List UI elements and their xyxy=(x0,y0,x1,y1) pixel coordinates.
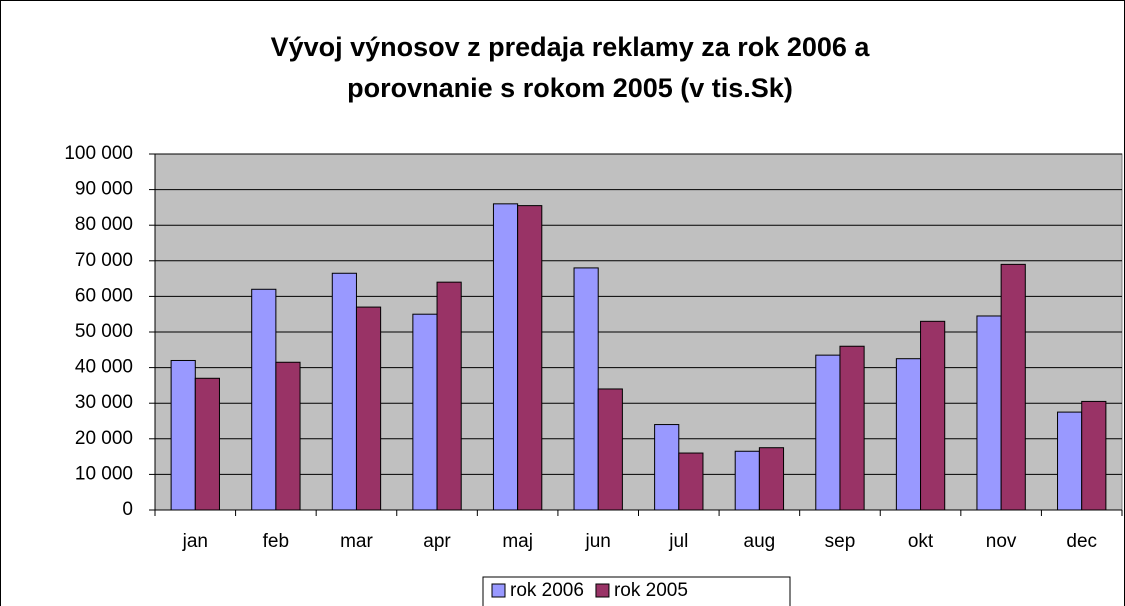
x-tick-label: sep xyxy=(825,531,856,552)
bar xyxy=(194,377,220,511)
bar xyxy=(920,320,946,511)
bar xyxy=(1057,411,1083,511)
x-tick-label: okt xyxy=(908,531,934,552)
chart-title: Vývoj výnosov z predaja reklamy za rok 2… xyxy=(271,32,871,62)
bar xyxy=(331,272,357,511)
y-tick-label: 70 000 xyxy=(75,250,133,271)
legend-box xyxy=(482,576,791,606)
bar xyxy=(517,205,543,511)
legend-label: rok 2006 xyxy=(510,580,584,601)
bar xyxy=(976,315,1002,511)
x-tick-label: jul xyxy=(668,531,688,552)
y-tick-label: 90 000 xyxy=(75,179,133,200)
bar xyxy=(492,203,519,511)
x-tick-label: jun xyxy=(585,531,611,552)
bar xyxy=(436,281,462,511)
y-tick-label: 60 000 xyxy=(75,285,133,306)
legend-swatch xyxy=(595,583,610,598)
bar xyxy=(815,354,841,511)
bar xyxy=(654,424,680,511)
y-tick-label: 30 000 xyxy=(75,392,133,413)
y-tick-label: 0 xyxy=(122,499,133,520)
y-tick-label: 100 000 xyxy=(64,143,133,164)
bar xyxy=(275,361,301,511)
y-tick-label: 50 000 xyxy=(75,321,133,342)
bar xyxy=(355,306,382,511)
y-tick-label: 10 000 xyxy=(75,463,133,484)
x-tick-label: mar xyxy=(340,531,373,552)
bar xyxy=(734,450,760,511)
x-tick-label: dec xyxy=(1066,531,1097,552)
y-tick-label: 80 000 xyxy=(75,214,133,235)
y-tick-label: 40 000 xyxy=(75,357,133,378)
bar xyxy=(895,358,922,511)
bar xyxy=(678,452,704,511)
x-tick-label: jan xyxy=(182,531,208,552)
x-tick-label: maj xyxy=(502,531,533,552)
bar xyxy=(251,288,277,511)
bar xyxy=(412,313,438,511)
bar xyxy=(1000,263,1026,511)
bar xyxy=(1081,400,1107,511)
bar xyxy=(758,447,785,511)
x-tick-label: apr xyxy=(423,531,451,552)
bar xyxy=(839,345,865,511)
bar xyxy=(597,388,623,511)
x-tick-label: nov xyxy=(986,531,1017,552)
x-tick-label: aug xyxy=(744,531,776,552)
chart-title: porovnanie s rokom 2005 (v tis.Sk) xyxy=(347,73,793,103)
x-tick-label: feb xyxy=(263,531,289,552)
y-tick-label: 20 000 xyxy=(75,428,133,449)
bar xyxy=(170,359,196,511)
bar xyxy=(573,267,599,511)
legend-label: rok 2005 xyxy=(614,580,688,601)
legend-swatch xyxy=(491,583,506,598)
